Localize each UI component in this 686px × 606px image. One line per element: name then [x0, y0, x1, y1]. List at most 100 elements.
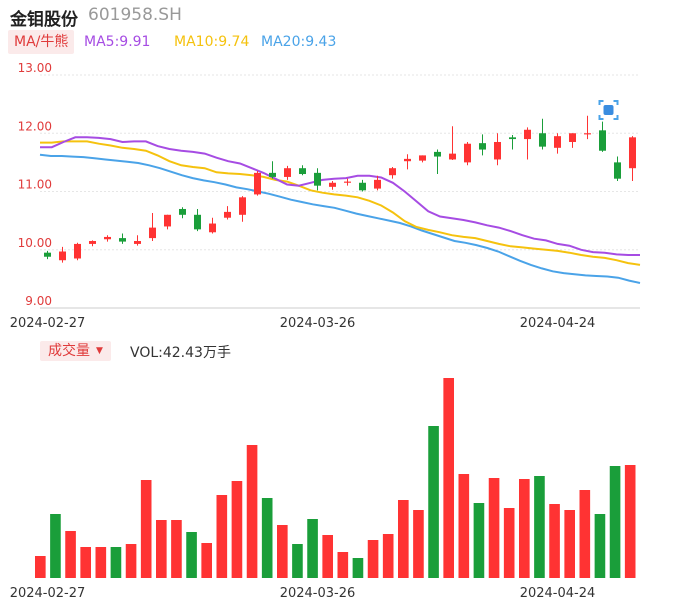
volume-bar [140, 480, 152, 578]
volume-bar [367, 540, 379, 578]
candle-body [434, 151, 441, 157]
volume-bar [519, 479, 530, 578]
price-x-tick-label: 2024-04-24 [520, 316, 596, 331]
candle-body [629, 137, 636, 169]
volume-bar [261, 498, 273, 578]
candle-body [59, 251, 66, 261]
y-tick-label: 13.00 [18, 61, 52, 75]
candle-body [179, 208, 186, 215]
ma10-value: MA10:9.74 [174, 34, 250, 50]
volume-tag-label: 成交量 [48, 343, 90, 359]
volume-bar [35, 556, 46, 578]
volume-bar [428, 426, 439, 578]
volume-bar [413, 510, 424, 578]
candle-body [359, 182, 366, 191]
volume-bar [95, 547, 107, 578]
volume-x-tick-label: 2024-03-26 [280, 586, 356, 601]
ma-indicator-selector[interactable]: MA/牛熊 [8, 30, 75, 54]
candle-body [509, 137, 516, 140]
volume-bar [443, 378, 454, 578]
candle-body [449, 153, 456, 160]
volume-bar [246, 445, 258, 578]
volume-bar [398, 500, 409, 578]
volume-x-tick-label: 2024-04-24 [520, 586, 596, 601]
candle-body [344, 181, 351, 183]
current-price-marker-icon[interactable] [598, 100, 619, 120]
ma5-line [40, 136, 640, 256]
volume-bar [564, 510, 575, 578]
volume-bar [473, 503, 485, 578]
candle-body [329, 182, 336, 187]
candle-body [134, 241, 141, 244]
candle-body [314, 172, 321, 186]
volume-bar [125, 544, 137, 578]
candle-body [389, 168, 396, 176]
volume-bar [579, 490, 591, 578]
volume-bar [503, 508, 515, 578]
candle-body [149, 227, 156, 239]
stock-code: 601958.SH [88, 5, 182, 25]
volume-value: VOL:42.43万手 [130, 345, 231, 361]
volume-bar [231, 481, 243, 578]
candle-body [539, 133, 546, 147]
volume-bar [307, 519, 318, 578]
candle-body [104, 236, 111, 240]
volume-bar [609, 466, 621, 578]
ma5-value: MA5:9.91 [84, 34, 151, 50]
y-tick-label: 9.00 [25, 294, 52, 308]
ma20-value: MA20:9.43 [261, 34, 337, 50]
candle-body [44, 252, 51, 257]
volume-bar [534, 476, 545, 578]
volume-x-tick-label: 2024-02-27 [10, 586, 86, 601]
candle-body [194, 214, 201, 230]
volume-bar [65, 531, 76, 578]
candle-body [599, 130, 606, 151]
volume-bar [216, 495, 228, 578]
volume-bar [80, 547, 91, 578]
candle-body [299, 168, 306, 175]
volume-bar [594, 514, 606, 578]
price-x-tick-label: 2024-03-26 [280, 316, 356, 331]
volume-bar [110, 547, 122, 578]
volume-bar [352, 558, 364, 578]
candle-body [554, 136, 561, 148]
candle-body [374, 179, 381, 189]
y-tick-label: 12.00 [18, 119, 52, 133]
ma10-line [40, 140, 641, 266]
volume-bar [156, 520, 167, 578]
candle-body [584, 133, 591, 135]
candle-body [269, 172, 276, 177]
volume-bar [171, 520, 182, 578]
candle-body [164, 214, 171, 227]
stock-name: 金钼股份 [10, 10, 78, 30]
candle-body [464, 143, 471, 163]
volume-bar [382, 534, 394, 578]
candle-body [74, 243, 81, 259]
volume-bar [488, 478, 500, 578]
candle-body [284, 168, 291, 177]
candle-body [119, 238, 126, 242]
volume-bar [201, 543, 212, 578]
volume-bar [277, 525, 288, 578]
volume-bar [186, 532, 197, 578]
volume-bar [549, 504, 560, 578]
volume-bar [50, 514, 61, 578]
volume-bar [292, 544, 303, 578]
volume-bar [322, 535, 333, 578]
candle-body [89, 241, 96, 244]
candle-body [614, 162, 621, 179]
y-tick-label: 10.00 [18, 236, 52, 250]
candle-body [224, 211, 231, 218]
volume-bar [624, 465, 636, 578]
volume-bar [458, 474, 470, 578]
ma20-line [39, 153, 641, 284]
candle-body [524, 129, 531, 140]
candle-body [209, 223, 216, 233]
price-x-tick-label: 2024-02-27 [10, 316, 86, 331]
candle-body [254, 172, 261, 195]
candle-body [569, 133, 576, 142]
candle-body [404, 158, 411, 162]
volume-indicator-selector[interactable]: 成交量 ▼ [40, 341, 111, 361]
volume-bar [337, 552, 349, 578]
